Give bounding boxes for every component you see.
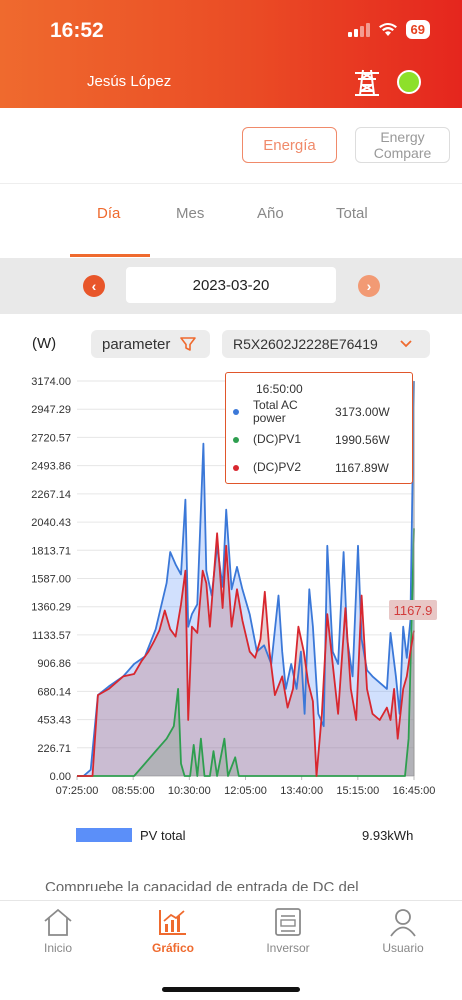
unit-label: (W) xyxy=(32,335,57,352)
app-header: 16:52 69 Jesús López xyxy=(0,0,462,108)
series-dot xyxy=(233,465,239,471)
y-tick-label: 906.86 xyxy=(37,658,71,670)
y-tick-label: 453.43 xyxy=(37,715,71,727)
online-status-dot xyxy=(397,70,421,94)
bottom-nav: Inicio Gráfico Inversor Usuario xyxy=(0,900,462,1000)
tooltip-series-name: Total AC power xyxy=(253,398,298,425)
nav-usuario[interactable]: Usuario xyxy=(363,907,443,955)
series-area-0 xyxy=(77,381,414,776)
user-icon xyxy=(390,909,416,937)
wifi-icon xyxy=(378,23,397,36)
series-line-0 xyxy=(77,381,415,777)
legend-swatch xyxy=(76,828,132,842)
nav-inicio[interactable]: Inicio xyxy=(18,907,98,955)
status-icons: 69 xyxy=(347,20,430,39)
inverter-icon xyxy=(275,908,301,936)
x-tick-label: 10:30:00 xyxy=(168,785,211,797)
device-serial: R5X2602J2228E76419 xyxy=(233,336,378,352)
tab-ano[interactable]: Año xyxy=(257,205,284,222)
power-tower-icon[interactable] xyxy=(352,67,382,97)
peak-value-label: 1167.9 xyxy=(389,600,437,620)
nav-label: Usuario xyxy=(382,941,424,955)
x-tick-label: 08:55:00 xyxy=(112,785,155,797)
divider xyxy=(0,183,462,184)
y-tick-label: 2493.86 xyxy=(31,461,71,473)
x-tick-label: 07:25:00 xyxy=(56,785,99,797)
y-tick-label: 1133.57 xyxy=(32,630,71,642)
y-tick-label: 1813.71 xyxy=(31,545,71,557)
series-area-2 xyxy=(77,533,414,776)
view-switcher: Energía Energy Compare xyxy=(0,127,462,165)
nav-label: Inicio xyxy=(43,941,72,955)
x-tick-label: 15:15:00 xyxy=(336,785,379,797)
chart-tooltip: 16:50:00 Total AC power 3173.00W (DC)PV1… xyxy=(225,372,413,484)
y-tick-label: 2947.29 xyxy=(31,404,71,416)
x-tick-label: 13:40:00 xyxy=(280,785,323,797)
battery-indicator: 69 xyxy=(405,20,430,39)
info-text: Compruebe la capacidad de entrada de DC … xyxy=(45,879,359,891)
tooltip-row-pv1: (DC)PV1 1990.56W xyxy=(226,433,412,447)
tooltip-row-total-ac: Total AC power 3173.00W xyxy=(226,399,412,425)
tab-dia[interactable]: Día xyxy=(97,205,121,222)
y-tick-label: 680.14 xyxy=(37,686,71,698)
y-tick-label: 1360.29 xyxy=(31,602,71,614)
power-chart[interactable]: 3174.00 2947.29 2720.57 2493.86 2267.14 2040.… xyxy=(0,365,462,805)
chevron-down-icon xyxy=(400,340,412,348)
nav-inversor[interactable]: Inversor xyxy=(248,907,328,955)
y-tick-label: 226.71 xyxy=(37,743,71,755)
date-selector: ‹ 2023-03-20 › xyxy=(0,258,462,314)
cellular-signal-icon xyxy=(347,22,370,37)
legend-label: PV total xyxy=(140,828,186,843)
y-tick-label: 3174.00 xyxy=(31,376,71,388)
y-tick-label: 2720.57 xyxy=(31,432,71,444)
x-tick-label: 16:45:00 xyxy=(393,785,436,797)
legend-total-value: 9.93kWh xyxy=(362,828,414,843)
series-dot xyxy=(233,409,239,415)
tooltip-series-name: (DC)PV1 xyxy=(253,432,302,446)
active-tab-indicator xyxy=(70,254,150,257)
home-indicator xyxy=(162,987,300,992)
period-tabs: Día Mes Año Total xyxy=(0,205,462,257)
y-tick-label: 2040.43 xyxy=(31,517,71,529)
tooltip-series-value: 1167.89W xyxy=(335,461,389,475)
energy-compare-label: Energy Compare xyxy=(373,129,432,161)
tooltip-series-value: 3173.00W xyxy=(335,405,390,419)
tab-mes[interactable]: Mes xyxy=(176,205,205,222)
tooltip-time: 16:50:00 xyxy=(256,382,303,396)
series-dot xyxy=(233,437,239,443)
x-tick-label: 12:05:00 xyxy=(224,785,267,797)
y-tick-label: 2267.14 xyxy=(31,489,71,501)
y-tick-label: 0.00 xyxy=(50,771,71,783)
tooltip-series-name: (DC)PV2 xyxy=(253,460,302,474)
device-select[interactable]: R5X2602J2228E76419 xyxy=(222,330,430,358)
parameter-filter-button[interactable]: parameter xyxy=(91,330,210,358)
energy-compare-button[interactable]: Energy Compare xyxy=(355,127,450,163)
tooltip-series-value: 1990.56W xyxy=(335,433,390,447)
chart-icon xyxy=(159,910,186,935)
home-icon xyxy=(44,908,72,936)
tab-total[interactable]: Total xyxy=(336,205,368,222)
nav-label: Gráfico xyxy=(151,941,194,955)
nav-grafico[interactable]: Gráfico xyxy=(133,907,213,955)
user-name: Jesús López xyxy=(87,73,172,90)
chevron-left-icon[interactable]: ‹ xyxy=(83,275,105,297)
filter-icon xyxy=(180,337,197,351)
series-line-1 xyxy=(77,528,415,777)
date-display[interactable]: 2023-03-20 xyxy=(126,267,336,303)
status-time: 16:52 xyxy=(50,19,104,42)
y-tick-label: 1587.00 xyxy=(31,574,71,586)
series-line-2 xyxy=(77,532,415,777)
energia-button[interactable]: Energía xyxy=(242,127,337,163)
chevron-right-icon[interactable]: › xyxy=(358,275,380,297)
tooltip-row-pv2: (DC)PV2 1167.89W xyxy=(226,461,412,475)
nav-label: Inversor xyxy=(266,941,310,955)
parameter-label: parameter xyxy=(102,335,171,353)
